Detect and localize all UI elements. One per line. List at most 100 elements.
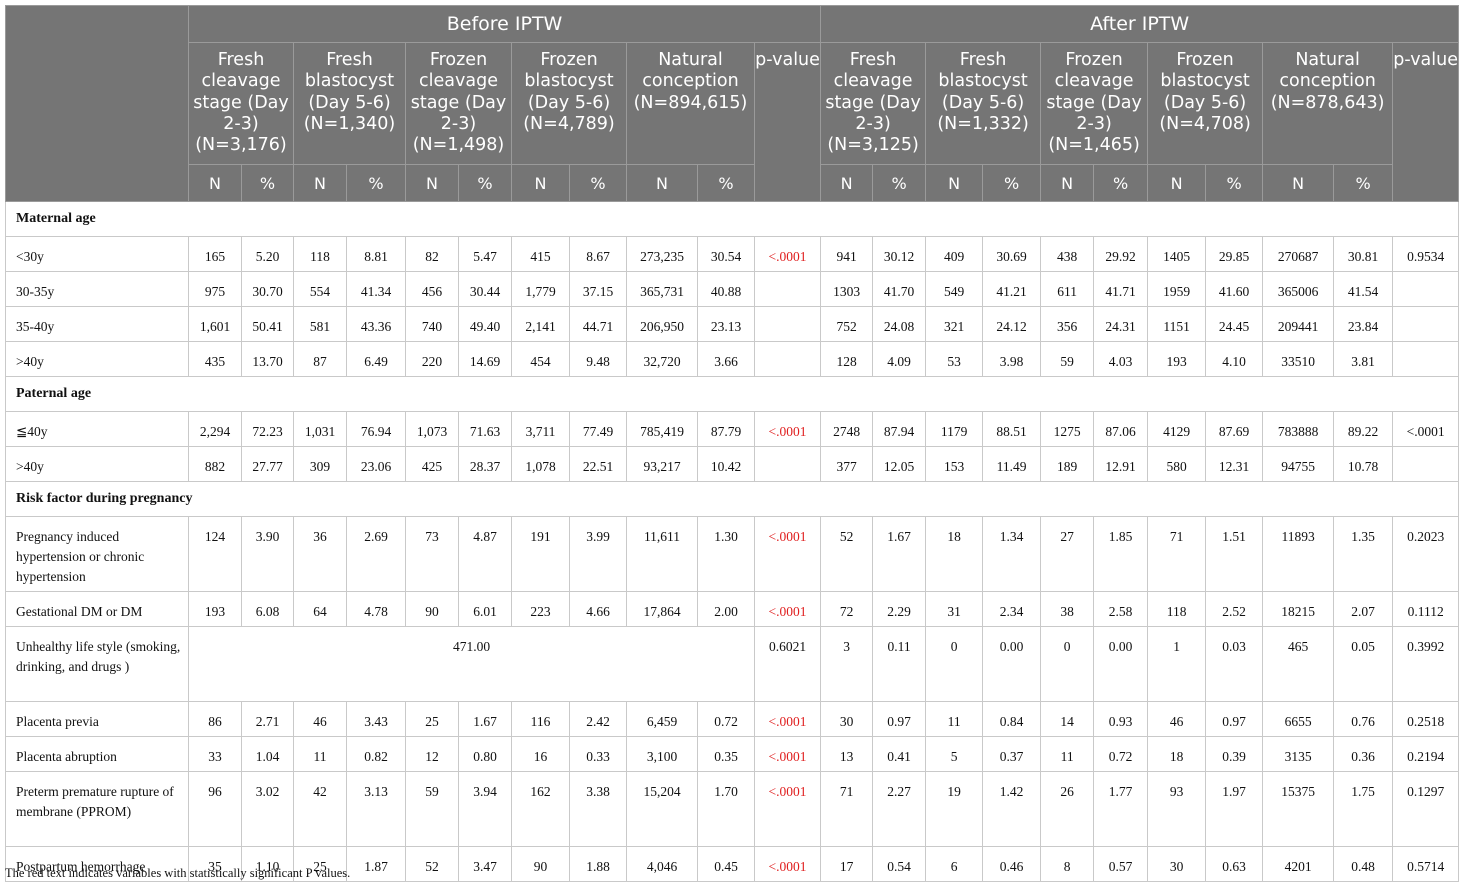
before-percent-cell: 6.49	[346, 341, 406, 377]
after-percent-cell: 2.58	[1093, 591, 1149, 627]
after-n-cell: 14	[1040, 701, 1095, 737]
after-n-cell: 611	[1040, 271, 1095, 307]
after-percent-cell: 0.39	[1205, 736, 1264, 772]
after-n-cell: 409	[925, 236, 984, 272]
after-percent-cell: 87.94	[872, 411, 927, 447]
before-n-cell: 124	[188, 516, 242, 592]
percent-column-header: %	[241, 164, 294, 202]
before-percent-cell: 49.40	[458, 306, 512, 342]
before-percent-cell: 13.70	[241, 341, 294, 377]
before-percent-cell: 14.69	[458, 341, 512, 377]
table-row: Placenta previa 86 2.71 46 3.43 25 1.67 116 2.42…	[5, 701, 1460, 737]
before-n-cell: 3,711	[511, 411, 570, 447]
before-n-cell: 93,217	[626, 446, 698, 482]
n-column-header: N	[820, 164, 874, 202]
row-label: Unhealthy life style (smoking, drinking,…	[5, 626, 189, 702]
before-n-cell: 454	[511, 341, 570, 377]
before-percent-cell: 1.87	[346, 846, 406, 882]
after-n-cell: 19	[925, 771, 984, 847]
before-percent-cell: 5.20	[241, 236, 294, 272]
after-percent-cell: 0.97	[1205, 701, 1264, 737]
after-n-cell: 11893	[1262, 516, 1335, 592]
before-n-cell: 191	[511, 516, 570, 592]
after-n-cell: 321	[925, 306, 984, 342]
after-pvalue-cell: 0.1297	[1392, 771, 1460, 847]
after-n-cell: 153	[925, 446, 984, 482]
before-n-cell: 1,078	[511, 446, 570, 482]
after-group-header: Fresh blastocyst (Day 5-6) (N=1,332)	[925, 42, 1042, 165]
after-percent-cell: 0.84	[982, 701, 1042, 737]
after-n-cell: 2748	[820, 411, 874, 447]
n-column-header: N	[188, 164, 242, 202]
before-n-cell: 581	[293, 306, 347, 342]
n-column-header: N	[626, 164, 698, 202]
after-n-cell: 13	[820, 736, 874, 772]
after-pvalue-cell: 0.2194	[1392, 736, 1460, 772]
after-n-cell: 549	[925, 271, 984, 307]
table-row: <30y 165 5.20 118 8.81 82 5.47 415 8.67 273,235 30…	[5, 236, 1460, 272]
section-row: Maternal age	[4, 201, 1460, 237]
before-percent-cell: 3.38	[569, 771, 627, 847]
after-n-cell: 18	[925, 516, 984, 592]
after-n-cell: 4129	[1147, 411, 1207, 447]
after-pvalue-cell: 0.9534	[1392, 236, 1460, 272]
before-n-cell: 2,294	[188, 411, 242, 447]
after-percent-cell: 1.85	[1093, 516, 1149, 592]
after-percent-cell: 24.08	[872, 306, 927, 342]
after-n-cell: 33510	[1262, 341, 1335, 377]
after-percent-cell: 23.84	[1333, 306, 1394, 342]
after-percent-cell: 0.05	[1333, 626, 1394, 702]
baseline-characteristics-table: Before IPTW After IPTW Fresh cleavage st…	[4, 5, 1460, 882]
after-n-cell: 193	[1147, 341, 1207, 377]
before-n-cell: 73	[405, 516, 459, 592]
before-percent-cell: 1.04	[241, 736, 294, 772]
after-n-cell: 118	[1147, 591, 1207, 627]
before-percent-cell: 4.87	[458, 516, 512, 592]
after-n-cell: 752	[820, 306, 874, 342]
before-group-header: Frozen cleavage stage (Day 2-3) (N=1,498…	[405, 42, 512, 165]
before-n-cell: 46	[293, 701, 347, 737]
after-percent-cell: 0.00	[1093, 626, 1149, 702]
before-percent-cell: 9.48	[569, 341, 627, 377]
before-percent-cell: 1.88	[569, 846, 627, 882]
after-percent-cell: 30.81	[1333, 236, 1394, 272]
after-n-cell: 3135	[1262, 736, 1335, 772]
n-column-header: N	[1262, 164, 1335, 202]
before-n-cell: 25	[293, 846, 347, 882]
n-column-header: N	[405, 164, 459, 202]
after-n-cell: 17	[820, 846, 874, 882]
before-percent-cell: 27.77	[241, 446, 294, 482]
before-percent-cell: 0.82	[346, 736, 406, 772]
before-percent-cell: 23.13	[697, 306, 755, 342]
before-percent-cell: 6.01	[458, 591, 512, 627]
before-n-cell: 882	[188, 446, 242, 482]
before-percent-cell: 1.67	[458, 701, 512, 737]
after-pvalue-cell	[1392, 341, 1460, 377]
before-n-cell: 365,731	[626, 271, 698, 307]
after-n-cell: 52	[820, 516, 874, 592]
before-n-cell: 740	[405, 306, 459, 342]
before-percent-cell: 28.37	[458, 446, 512, 482]
before-n-cell: 193	[188, 591, 242, 627]
after-n-cell: 580	[1147, 446, 1207, 482]
percent-column-header: %	[1093, 164, 1149, 202]
before-percent-cell: 77.49	[569, 411, 627, 447]
after-n-cell: 11	[925, 701, 984, 737]
before-n-cell: 1,073	[405, 411, 459, 447]
before-n-cell: 42	[293, 771, 347, 847]
after-n-cell: 11	[1040, 736, 1095, 772]
after-percent-cell: 1.42	[982, 771, 1042, 847]
after-percent-cell: 0.93	[1093, 701, 1149, 737]
before-percent-cell: 22.51	[569, 446, 627, 482]
after-percent-cell: 2.07	[1333, 591, 1394, 627]
after-pvalue-cell	[1392, 446, 1460, 482]
before-group-header: Natural conception (N=894,615)	[626, 42, 755, 165]
before-n-cell: 52	[405, 846, 459, 882]
before-pvalue-cell: <.0001	[753, 411, 822, 447]
before-percent-cell: 30.70	[241, 271, 294, 307]
before-n-cell: 456	[405, 271, 459, 307]
before-n-cell: 87	[293, 341, 347, 377]
table-row: Postpartum hemorrhage 35 1.10 25 1.87 52 3.47 9…	[5, 846, 1460, 882]
before-pvalue-cell: <.0001	[753, 736, 822, 772]
before-percent-cell: 50.41	[241, 306, 294, 342]
